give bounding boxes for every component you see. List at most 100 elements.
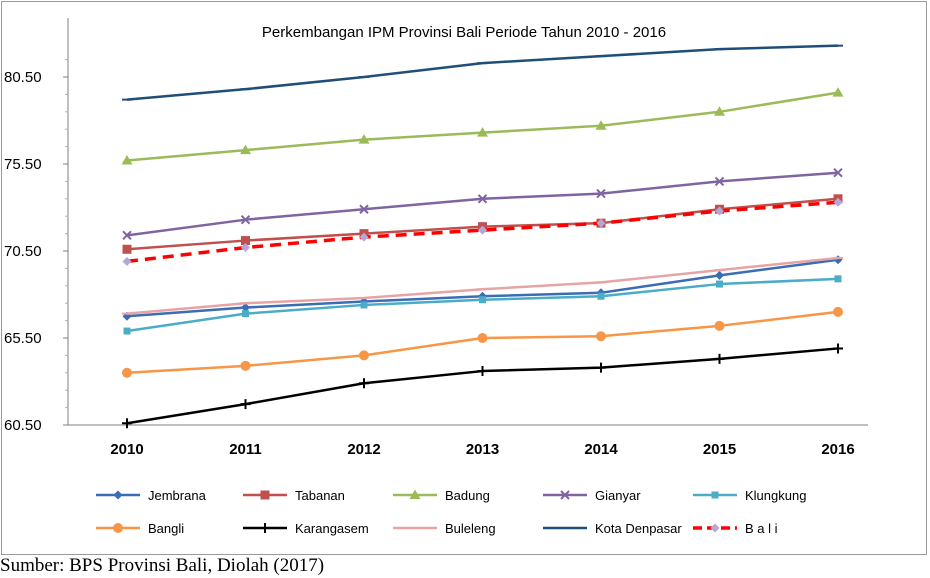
x-tick-label: 2014 (584, 441, 618, 458)
series-bangli (122, 306, 843, 378)
legend-label: Kota Denpasar (595, 521, 682, 536)
legend-label: Badung (445, 488, 490, 503)
legend-item: Buleleng (393, 521, 496, 536)
chart-frame (1, 1, 927, 555)
series-b-a-l-i (122, 197, 843, 266)
x-tick-label: 2015 (703, 441, 736, 458)
legend-label: Buleleng (445, 521, 496, 536)
y-tick-label: 70.50 (4, 243, 42, 260)
data-point (358, 134, 370, 144)
data-point (477, 333, 488, 343)
data-point (479, 296, 486, 304)
legend-item: Tabanan (243, 488, 345, 503)
data-point (833, 255, 843, 265)
legend-label: Klungkung (745, 488, 806, 503)
legend-label: Bangli (148, 521, 184, 536)
data-point (122, 244, 132, 254)
data-point (359, 232, 369, 242)
data-point (240, 399, 251, 410)
data-point (596, 331, 606, 342)
data-point (121, 155, 133, 165)
data-point (477, 127, 488, 137)
legend-label: B a l i (745, 521, 778, 536)
data-point (715, 206, 724, 216)
legend-label: Karangasem (295, 521, 369, 536)
series-line (126, 44, 839, 101)
data-point (123, 327, 131, 335)
legend-marker (560, 490, 570, 500)
series-gianyar (122, 167, 843, 241)
y-tick-label: 65.50 (4, 330, 42, 347)
data-point (716, 280, 723, 288)
data-point (242, 310, 249, 318)
data-point (714, 176, 725, 187)
data-point (714, 106, 725, 116)
legend-marker (710, 523, 720, 533)
x-tick-label: 2012 (347, 441, 380, 458)
legend-marker (260, 490, 270, 500)
series-klungkung (123, 275, 842, 335)
series-buleleng (122, 256, 843, 315)
x-tick-label: 2011 (229, 441, 262, 458)
data-point (122, 367, 132, 378)
legend-marker (113, 490, 123, 500)
legend-item: Kota Denpasar (543, 521, 682, 536)
data-point (241, 303, 250, 313)
series-line (126, 256, 839, 315)
data-point (240, 144, 251, 155)
x-tick-label: 2013 (466, 441, 499, 458)
series-karangasem (122, 343, 843, 429)
data-point (596, 218, 606, 228)
legend-marker (409, 489, 421, 499)
data-point (833, 167, 843, 178)
data-point (833, 306, 843, 317)
x-tick-label: 2010 (110, 441, 143, 458)
y-tick-label: 80.50 (4, 69, 42, 86)
legend-label: Tabanan (295, 488, 345, 503)
data-point (360, 301, 368, 309)
data-point (240, 360, 251, 371)
data-point (359, 378, 369, 389)
data-point (833, 197, 843, 207)
data-point (596, 362, 606, 373)
data-point (833, 343, 843, 354)
series-jembrana (122, 255, 843, 321)
data-point (714, 320, 725, 331)
data-point (596, 188, 606, 199)
legend-label: Gianyar (595, 488, 641, 503)
x-tick-label: 2016 (821, 441, 854, 458)
legend-item: Gianyar (543, 488, 641, 503)
legend-label: Jembrana (148, 488, 207, 503)
y-tick-label: 75.50 (4, 156, 42, 173)
data-point (122, 418, 132, 429)
data-point (834, 275, 842, 283)
legend-item: Jembrana (96, 488, 207, 503)
data-point (240, 214, 251, 225)
data-point (478, 225, 487, 235)
data-point (714, 353, 725, 364)
data-point (477, 194, 488, 204)
data-point (715, 270, 724, 280)
legend-marker (113, 523, 123, 533)
source-caption: Sumber: BPS Provinsi Bali, Diolah (2017) (0, 555, 325, 576)
data-point (359, 350, 369, 361)
legend-item: Badung (393, 488, 490, 503)
data-point (122, 256, 132, 266)
series-kota-denpasar (122, 44, 843, 101)
data-point (477, 366, 488, 377)
data-point (241, 236, 250, 246)
series-badung (121, 87, 844, 165)
series-line (126, 347, 839, 425)
legend-item: Klungkung (693, 488, 806, 503)
legend-marker (260, 523, 270, 533)
legend-marker (711, 491, 719, 499)
legend-item: B a l i (693, 521, 778, 536)
chart-title: Perkembangan IPM Provinsi Bali Periode T… (262, 24, 666, 41)
data-point (595, 120, 607, 130)
data-point (597, 292, 605, 300)
legend-item: Karangasem (243, 521, 369, 536)
data-point (359, 204, 369, 214)
series-line (126, 91, 839, 162)
data-point (832, 87, 844, 97)
